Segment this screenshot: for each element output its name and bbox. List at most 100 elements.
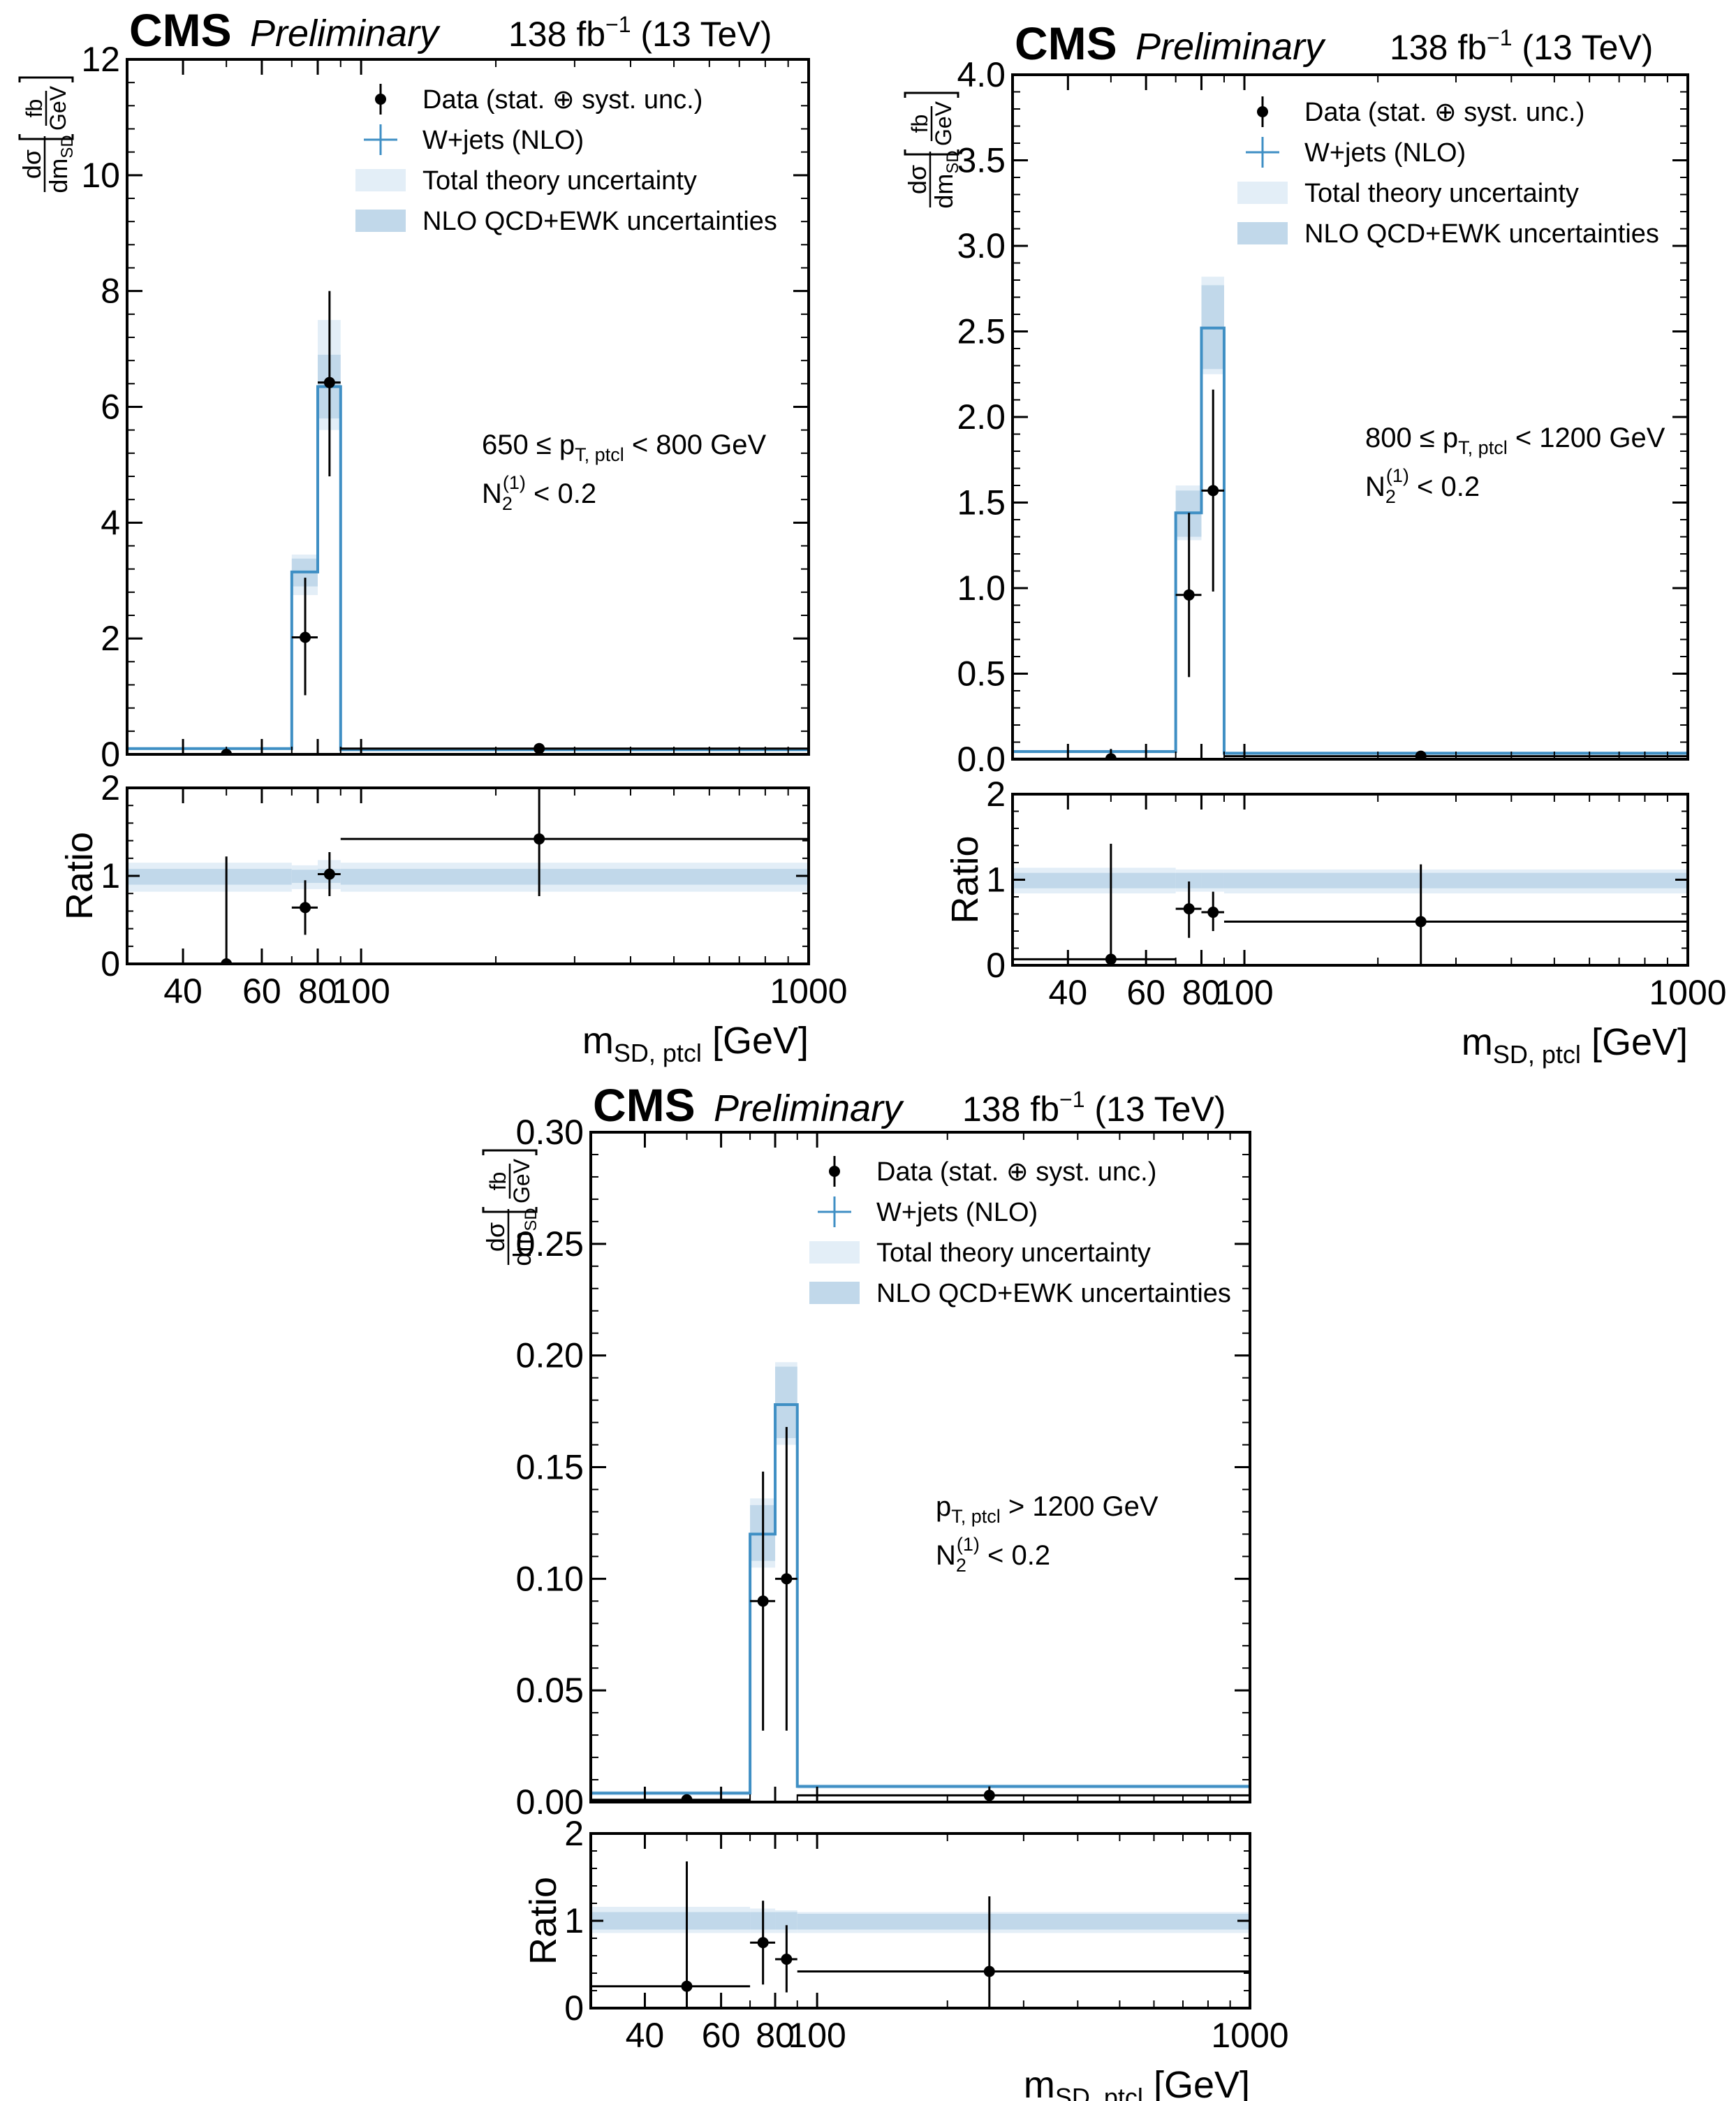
n2-cut-label: N2(1) < 0.2 [1365, 465, 1480, 507]
pt-cut-sub: T, ptcl [575, 444, 624, 465]
pt-cut-prefix: p [936, 1491, 951, 1522]
energy-label: (13 TeV) [1085, 1090, 1226, 1129]
ratio-marker [1183, 903, 1195, 915]
x-tick-label: 1000 [1211, 2016, 1288, 2055]
y-tick-label: 3.5 [957, 141, 1006, 180]
data-marker [983, 1789, 995, 1801]
ratio-nlo-band [1013, 872, 1176, 888]
main-frame [126, 58, 810, 756]
ratio-point [317, 851, 341, 896]
nlo-unc-band [775, 1366, 797, 1438]
chart-panel-1: CMS Preliminary 138 fb−1 (13 TeV)024681012… [17, 4, 848, 1067]
x-tick-label: 40 [1049, 973, 1088, 1012]
x-tick-label: 100 [788, 2016, 846, 2055]
y-tick-label: 3.0 [957, 226, 1006, 265]
pt-cut-suffix: < 1200 GeV [1508, 423, 1665, 453]
data-marker [323, 376, 335, 388]
n2-cut-label: N2(1) < 0.2 [936, 1534, 1050, 1576]
mc-histogram-line [127, 385, 809, 752]
main-plot-area [1013, 277, 1688, 759]
y-tick-label: 2 [101, 619, 120, 658]
y-tick-label: 1.5 [957, 483, 1006, 522]
n2-sub: 2 [956, 1555, 966, 1576]
y-label-unit-num: fb [485, 1172, 510, 1191]
y-label-denominator: dmSD [44, 135, 77, 193]
y-tick-label: 2.5 [957, 312, 1006, 351]
x-label-unit: [GeV] [1581, 1021, 1688, 1063]
x-tick-label: 1000 [1649, 973, 1726, 1012]
legend-nlo-label: NLO QCD+EWK uncertainties [422, 207, 777, 236]
y-label-unit-num: fb [907, 115, 932, 133]
ratio-y-tick-label: 1 [986, 861, 1006, 900]
ratio-point [797, 1896, 1250, 2008]
x-tick-label: 80 [1182, 973, 1221, 1012]
legend-nlo-swatch [809, 1282, 860, 1304]
preliminary-label: Preliminary [1135, 26, 1326, 68]
legend-nlo-label: NLO QCD+EWK uncertainties [1304, 219, 1659, 249]
ratio-nlo-band [127, 868, 292, 885]
chart-panel-3: CMS Preliminary 138 fb−1 (13 TeV) 0.00 0.05 0… [481, 1079, 1289, 2101]
legend: Data (stat. ⊕ syst. unc.) W+jets (NLO) Tot… [809, 1156, 1231, 1308]
ratio-marker [681, 1980, 693, 1992]
data-point [1201, 389, 1224, 592]
lumi-exponent: −1 [605, 12, 631, 37]
legend-data-marker [829, 1166, 840, 1177]
data-marker [1207, 485, 1219, 497]
ratio-nlo-band [797, 1914, 1250, 1930]
ratio-nlo-band [291, 870, 318, 884]
main-frame [589, 1131, 1251, 1803]
y-label-den-main: dm [508, 1231, 536, 1266]
legend-mc-label: W+jets (NLO) [422, 126, 584, 155]
n2-sup: (1) [1386, 465, 1409, 486]
x-label-unit: [GeV] [1143, 2064, 1250, 2101]
lumi-label: 138 fb−1 (13 TeV) [962, 1087, 1226, 1129]
y-tick-label: 1.0 [957, 569, 1006, 608]
preliminary-label: Preliminary [714, 1088, 904, 1129]
n2-base: N [1365, 471, 1385, 502]
y-tick-label: 8 [101, 272, 120, 311]
cms-label: CMS [593, 1079, 696, 1131]
data-marker [300, 631, 311, 643]
y-tick-label: 10 [81, 156, 120, 195]
x-axis-label: mSD, ptcl [GeV] [582, 1020, 809, 1067]
pt-cut-prefix: 800 ≤ p [1365, 423, 1458, 453]
y-label-unit-den: GeV [931, 101, 956, 146]
y-label-denominator: dmSD [929, 150, 962, 208]
pt-cut-prefix: 650 ≤ p [482, 430, 575, 460]
x-label-main: m [1462, 1021, 1493, 1063]
y-tick-label: 0.15 [516, 1448, 584, 1487]
ratio-point [291, 880, 318, 935]
y-tick-label: 0.0 [957, 740, 1006, 779]
x-tick-label: 40 [163, 972, 203, 1011]
n2-rest: < 0.2 [526, 478, 596, 509]
y-label-numerator: dσ [17, 149, 46, 179]
y-tick-label: 0 [101, 735, 120, 774]
ratio-marker [983, 1965, 995, 1977]
ratio-nlo-band [1175, 872, 1202, 888]
data-point [750, 1471, 776, 1731]
n2-sub: 2 [1385, 486, 1396, 507]
ratio-plot-area [1013, 844, 1688, 965]
pt-cut-sub: T, ptcl [951, 1506, 1001, 1527]
y-tick-label: 6 [101, 388, 120, 427]
x-axis-label: mSD, ptcl [GeV] [1462, 1021, 1688, 1069]
ratio-nlo-band [1223, 872, 1688, 888]
legend-data-label: Data (stat. ⊕ syst. unc.) [1304, 98, 1584, 127]
n2-sub: 2 [502, 493, 513, 514]
ratio-nlo-band [591, 1912, 751, 1930]
lumi-value: 138 fb [962, 1090, 1059, 1129]
main-plot-area [127, 291, 809, 754]
n2-base: N [482, 478, 502, 509]
y-label-bracket-left [18, 134, 74, 140]
y-tick-label: 12 [81, 40, 120, 79]
n2-rest: < 0.2 [1409, 471, 1480, 502]
ratio-point [775, 1925, 797, 1993]
data-point [317, 291, 341, 476]
ratio-marker [757, 1937, 769, 1949]
ratio-marker [1415, 916, 1427, 928]
y-label-bracket-right [904, 91, 959, 98]
n2-rest: < 0.2 [980, 1540, 1050, 1571]
lumi-value: 138 fb [1390, 28, 1487, 67]
